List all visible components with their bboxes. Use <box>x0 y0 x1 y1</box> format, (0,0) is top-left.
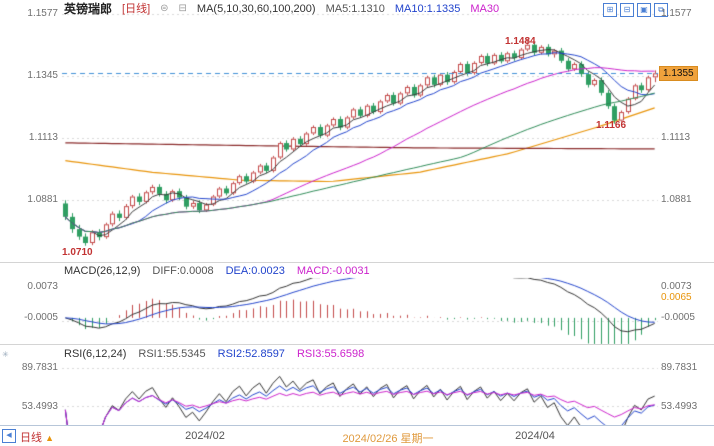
x-axis-label-selected-date: 2024/02/26 星期一 <box>342 433 434 445</box>
price-tick-left-2: 1.1345 <box>27 70 58 81</box>
symbol-title: 英镑瑞郎 <box>64 2 113 16</box>
chart-header: 英镑瑞郎 [日线] ⊜ ⊟ MA(5,10,30,60,100,200) MA5… <box>64 2 499 16</box>
rsi-header: RSI(6,12,24) RSI1:55.5345 RSI2:52.8597 R… <box>64 348 364 361</box>
rsi-tick-right-2: 53.4993 <box>661 401 698 412</box>
macd-tick-right-1: 0.0073 <box>661 281 692 292</box>
macd-dea-value: DEA:0.0023 <box>225 265 285 277</box>
price-tick-right-4: 1.0881 <box>661 194 692 205</box>
x-axis-label-feb: 2024/02 <box>185 430 225 442</box>
pane-handle-icon[interactable]: ✳ <box>2 350 9 359</box>
rsi-tick-right-1: 89.7831 <box>661 362 698 373</box>
price-tick-left-3: 1.1113 <box>28 132 58 143</box>
annotation-recent-low: 1.1166 <box>596 120 627 131</box>
pane-divider <box>0 344 714 345</box>
period-selector-tab[interactable]: 日线 ▲ <box>20 429 54 445</box>
price-tick-right-1: 1.1577 <box>661 8 692 19</box>
price-tick-left-4: 1.0881 <box>27 194 58 205</box>
chart-toolbar: ⊞ ⊟ ▣ ⧉ <box>603 3 668 17</box>
rsi1-value: RSI1:55.5345 <box>138 348 206 360</box>
rsi-params-label: RSI(6,12,24) <box>64 348 127 360</box>
rsi3-value: RSI3:55.6598 <box>296 348 365 360</box>
pane-divider <box>0 262 714 263</box>
macd-diff-value: DIFF:0.0008 <box>152 265 214 277</box>
rsi-tick-left-1: 89.7831 <box>21 362 58 373</box>
ma-group-label: MA(5,10,30,60,100,200) <box>196 3 316 15</box>
time-axis-bar: ◀ 日线 ▲ 2024/02 2024/02/26 星期一 2024/04 <box>0 425 714 446</box>
layout-grid-icon[interactable]: ⊞ <box>603 3 617 17</box>
ma5-legend: MA5:1.1310 <box>325 3 385 15</box>
macd-macd-value: MACD:-0.0031 <box>296 265 370 277</box>
popout-icon[interactable]: ⧉ <box>654 3 668 17</box>
macd-tick-left-2: -0.0005 <box>24 312 58 323</box>
macd-current-value: 0.0065 <box>661 292 692 303</box>
annotation-high-price: 1.1484 <box>505 36 536 47</box>
macd-params-label: MACD(26,12,9) <box>64 265 141 277</box>
annotation-low-price: 1.0710 <box>62 247 93 258</box>
macd-tick-left-1: 0.0073 <box>27 281 58 292</box>
price-tick-right-3: 1.1113 <box>661 132 691 143</box>
period-arrow-icon: ▲ <box>45 433 54 443</box>
period-tag: [日线] <box>122 3 151 15</box>
ma-legend-icon: ⊟ <box>178 3 187 14</box>
macd-header: MACD(26,12,9) DIFF:0.0008 DEA:0.0023 MAC… <box>64 265 370 278</box>
x-axis-label-apr: 2024/04 <box>515 430 555 442</box>
ma30-legend: MA30 <box>470 3 500 15</box>
macd-tick-right-2: -0.0005 <box>661 312 695 323</box>
scroll-left-icon[interactable]: ◀ <box>2 429 16 443</box>
price-tick-left-1: 1.1577 <box>27 8 58 19</box>
rsi2-value: RSI2:52.8597 <box>217 348 285 360</box>
layout-single-icon[interactable]: ⊟ <box>620 3 634 17</box>
chart-settings-icon[interactable]: ⊜ <box>160 3 169 14</box>
fullscreen-icon[interactable]: ▣ <box>637 3 651 17</box>
current-price-badge: 1.1355 <box>659 66 698 81</box>
rsi-tick-left-2: 53.4993 <box>21 401 58 412</box>
ma10-legend: MA10:1.1335 <box>394 3 461 15</box>
period-selector-label: 日线 <box>20 432 42 444</box>
